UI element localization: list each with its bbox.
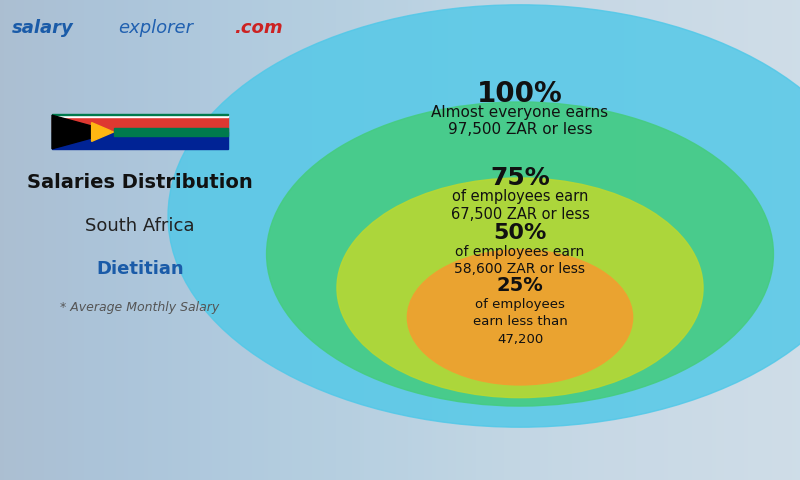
Circle shape: [337, 178, 703, 397]
Text: 58,600 ZAR or less: 58,600 ZAR or less: [454, 262, 586, 276]
Text: 75%: 75%: [490, 166, 550, 190]
Text: Dietitian: Dietitian: [96, 260, 184, 278]
FancyBboxPatch shape: [52, 117, 228, 132]
FancyBboxPatch shape: [52, 115, 228, 117]
Text: 67,500 ZAR or less: 67,500 ZAR or less: [450, 207, 590, 222]
Text: 47,200: 47,200: [497, 333, 543, 346]
Text: 25%: 25%: [497, 276, 543, 295]
FancyBboxPatch shape: [52, 132, 228, 149]
Circle shape: [266, 102, 774, 406]
Text: 100%: 100%: [477, 80, 563, 108]
Circle shape: [407, 250, 633, 385]
FancyBboxPatch shape: [52, 113, 228, 115]
FancyBboxPatch shape: [114, 128, 228, 136]
Text: * Average Monthly Salary: * Average Monthly Salary: [60, 300, 220, 314]
Text: earn less than: earn less than: [473, 315, 567, 328]
Text: .com: .com: [234, 19, 282, 37]
Text: of employees earn: of employees earn: [455, 245, 585, 259]
Text: Almost everyone earns: Almost everyone earns: [431, 105, 609, 120]
Text: explorer: explorer: [118, 19, 193, 37]
Text: South Africa: South Africa: [86, 216, 194, 235]
Polygon shape: [52, 115, 114, 149]
Text: 50%: 50%: [494, 223, 546, 243]
Text: 97,500 ZAR or less: 97,500 ZAR or less: [448, 122, 592, 137]
Text: of employees: of employees: [475, 298, 565, 311]
Circle shape: [168, 5, 800, 427]
Text: Salaries Distribution: Salaries Distribution: [27, 173, 253, 192]
Polygon shape: [91, 122, 114, 142]
Text: of employees earn: of employees earn: [452, 190, 588, 204]
Text: salary: salary: [12, 19, 74, 37]
